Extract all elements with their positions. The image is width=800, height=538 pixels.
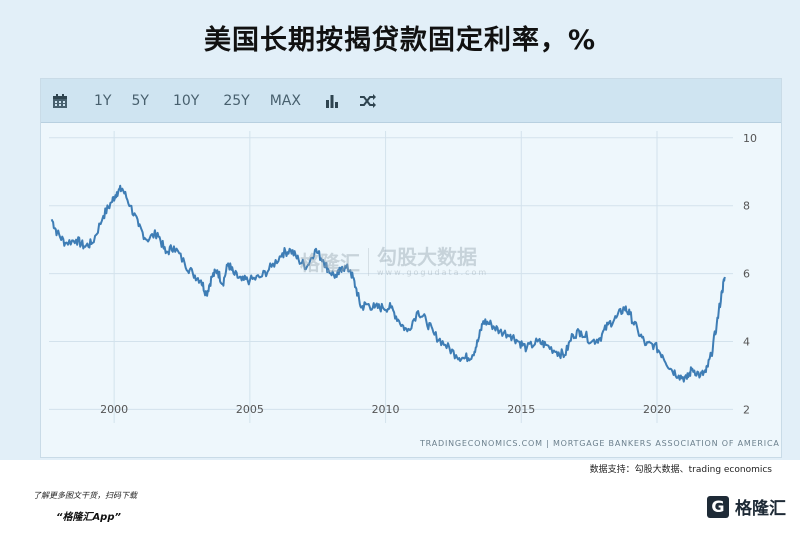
y-tick-label: 8 <box>743 200 750 213</box>
calendar-icon[interactable] <box>49 79 71 123</box>
line-chart: 2 4 6 8 10 2000 2005 2010 2015 2020 <box>49 131 757 423</box>
series-line <box>50 184 726 383</box>
range-10y-button[interactable]: 10Y <box>172 92 200 109</box>
promo-line-1: 了解更多图文干货，扫码下载 <box>33 491 137 500</box>
range-max-button[interactable]: MAX <box>269 92 301 109</box>
bar-chart-icon[interactable] <box>321 79 343 123</box>
x-tick-label: 2015 <box>507 403 535 416</box>
chart-toolbar: 1Y 5Y 10Y 25Y MAX <box>41 79 781 123</box>
brand-name: 格隆汇 <box>735 499 786 519</box>
x-tick-label: 2005 <box>236 403 264 416</box>
x-tick-label: 2020 <box>643 403 671 416</box>
chart-panel: 1Y 5Y 10Y 25Y MAX 2 4 6 8 10 2000 2005 2010 2015… <box>40 78 782 458</box>
y-tick-label: 4 <box>743 336 750 349</box>
y-tick-label: 2 <box>743 403 750 416</box>
x-tick-label: 2010 <box>372 403 400 416</box>
promo-line-2: “格隆汇App” <box>56 512 121 523</box>
x-tick-label: 2000 <box>100 403 128 416</box>
brand-mark-icon: G <box>707 495 729 518</box>
y-tick-label: 6 <box>743 268 750 281</box>
chart-source-credit: TRADINGECONOMICS.COM | MORTGAGE BANKERS … <box>420 439 780 448</box>
page-title: 美国长期按揭贷款固定利率，% <box>203 25 597 56</box>
range-1y-button[interactable]: 1Y <box>94 92 112 109</box>
footer-bar <box>0 460 800 538</box>
data-support-text: 数据支持：勾股大数据、trading economics <box>589 465 772 475</box>
range-25y-button[interactable]: 25Y <box>223 92 250 109</box>
brand-logo[interactable]: G 格隆汇 <box>707 494 786 519</box>
range-5y-button[interactable]: 5Y <box>131 92 149 109</box>
y-tick-label: 10 <box>743 132 757 145</box>
shuffle-icon[interactable] <box>357 79 379 123</box>
